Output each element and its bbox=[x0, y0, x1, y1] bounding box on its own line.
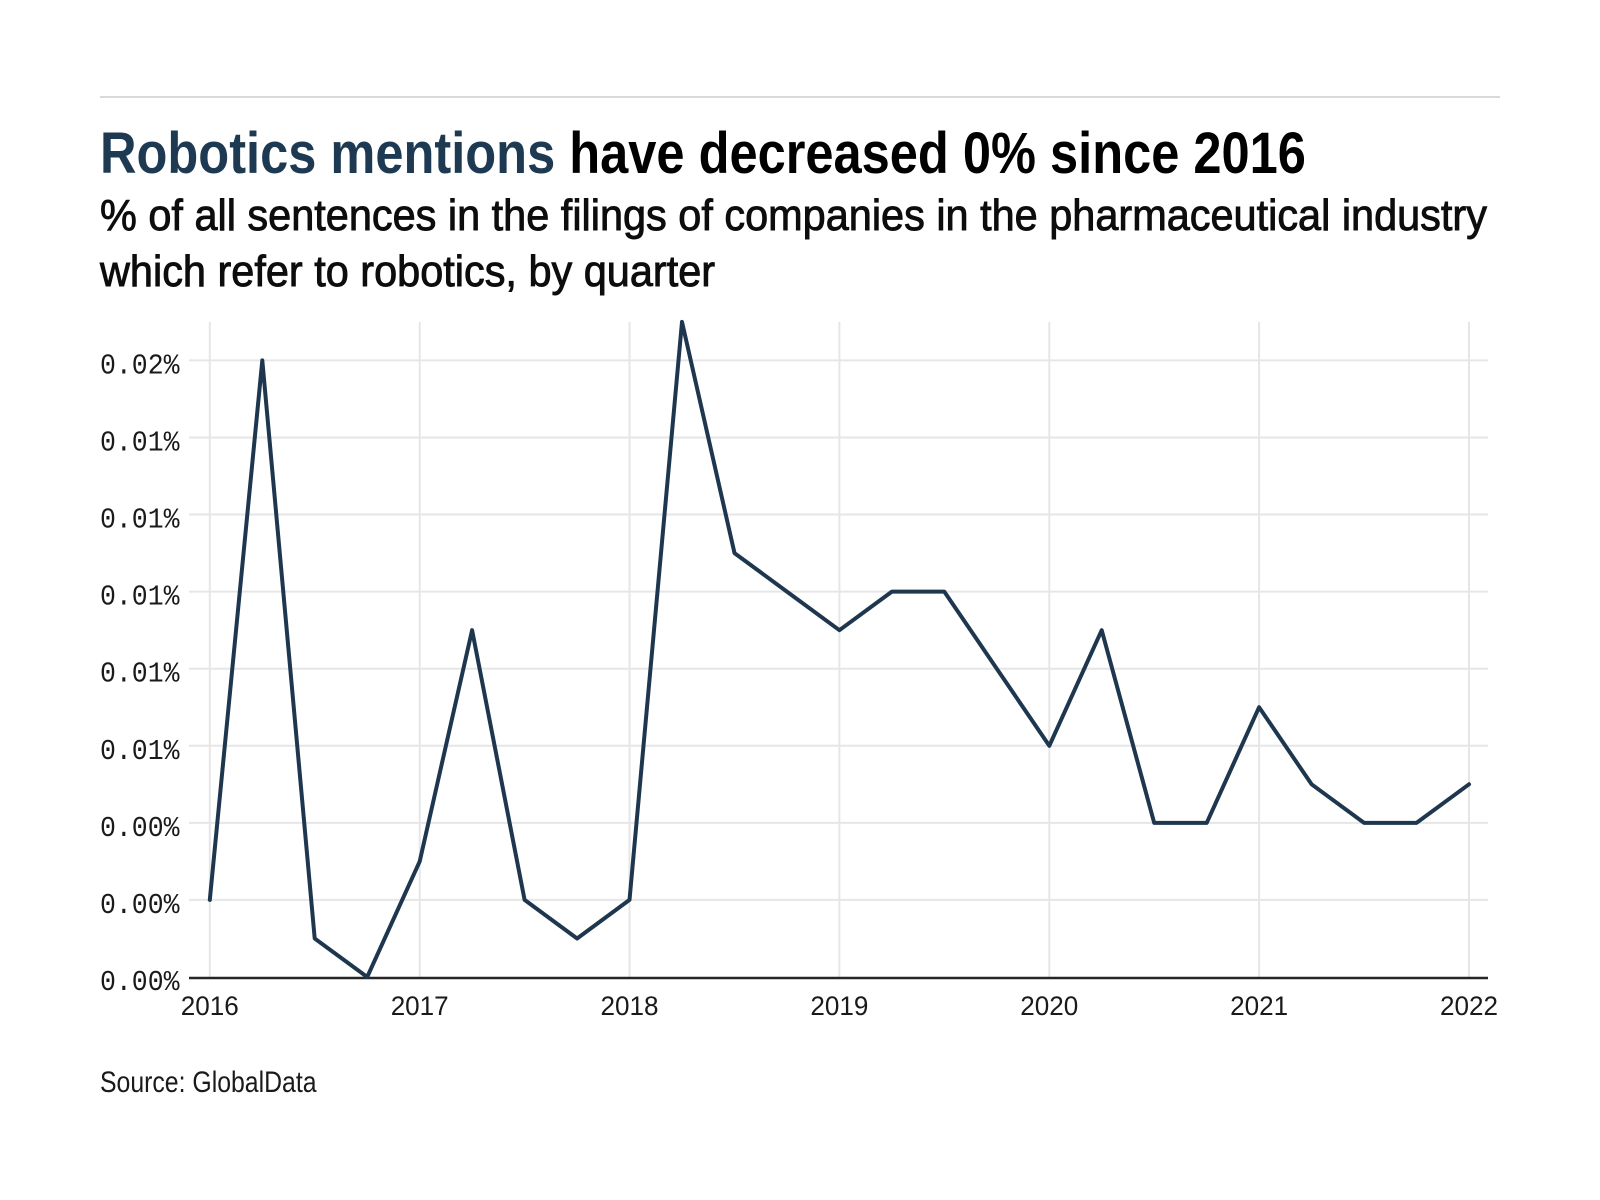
svg-text:0.00%: 0.00% bbox=[100, 966, 180, 999]
svg-text:2017: 2017 bbox=[391, 991, 449, 1021]
svg-text:2016: 2016 bbox=[181, 991, 239, 1021]
svg-text:2019: 2019 bbox=[810, 991, 868, 1021]
svg-text:0.01%: 0.01% bbox=[100, 735, 180, 768]
svg-text:0.01%: 0.01% bbox=[100, 504, 180, 537]
svg-text:2021: 2021 bbox=[1230, 991, 1288, 1021]
svg-text:0.01%: 0.01% bbox=[100, 658, 180, 691]
svg-text:0.02%: 0.02% bbox=[100, 349, 180, 382]
svg-text:2022: 2022 bbox=[1440, 991, 1498, 1021]
svg-text:0.00%: 0.00% bbox=[100, 812, 180, 845]
svg-text:2020: 2020 bbox=[1020, 991, 1078, 1021]
svg-text:0.00%: 0.00% bbox=[100, 889, 180, 922]
svg-text:0.01%: 0.01% bbox=[100, 581, 180, 614]
svg-text:0.01%: 0.01% bbox=[100, 427, 180, 460]
svg-text:2018: 2018 bbox=[601, 991, 659, 1021]
